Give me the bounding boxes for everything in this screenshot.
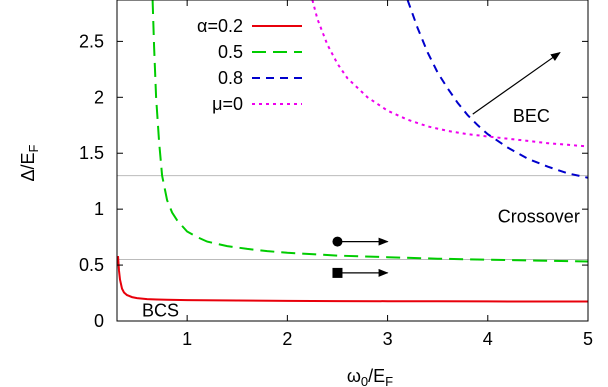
circle-marker: [332, 236, 343, 247]
legend-label-1: α=0.2: [197, 16, 243, 36]
legend-label-2: 0.5: [218, 42, 243, 62]
y-tick-label: 1: [94, 199, 104, 219]
legend-label-3: 0.8: [218, 68, 243, 88]
y-tick-label: 2: [94, 87, 104, 107]
x-tick-label: 2: [282, 329, 292, 349]
y-tick-label: 0.5: [79, 255, 104, 275]
y-tick-label: 2.5: [79, 31, 104, 51]
annotation-bec: BEC: [513, 106, 550, 126]
series-line-4: [311, 0, 588, 148]
axis-ticks: 1 2 3 4 5 0 0.5 1 1.5 2 2.5: [79, 0, 593, 349]
x-tick-label: 1: [182, 329, 192, 349]
annotation-crossover: Crossover: [498, 207, 580, 227]
x-tick-label: 4: [483, 329, 493, 349]
series-line-3: [406, 0, 588, 179]
square-marker: [332, 267, 343, 278]
y-tick-label: 0: [94, 311, 104, 331]
y-tick-label: 1.5: [79, 143, 104, 163]
legend-label-4: μ=0: [212, 94, 243, 114]
reference-lines: [117, 175, 588, 260]
annotation-layer: BEC Crossover BCS: [142, 51, 580, 321]
series-line-2: [151, 0, 588, 263]
annotation-bcs: BCS: [142, 301, 179, 321]
annotation-arrow-1: [472, 51, 561, 115]
x-tick-label: 3: [383, 329, 393, 349]
legend: α=0.2 0.5 0.8 μ=0: [197, 16, 302, 114]
series-layer: [117, 0, 588, 303]
x-tick-label: 5: [583, 329, 593, 349]
series-line-1: [117, 256, 588, 303]
plot-frame: [116, 0, 589, 322]
y-axis-label: Δ/EF: [18, 144, 41, 181]
x-axis-label: ω0/EF: [347, 366, 393, 387]
